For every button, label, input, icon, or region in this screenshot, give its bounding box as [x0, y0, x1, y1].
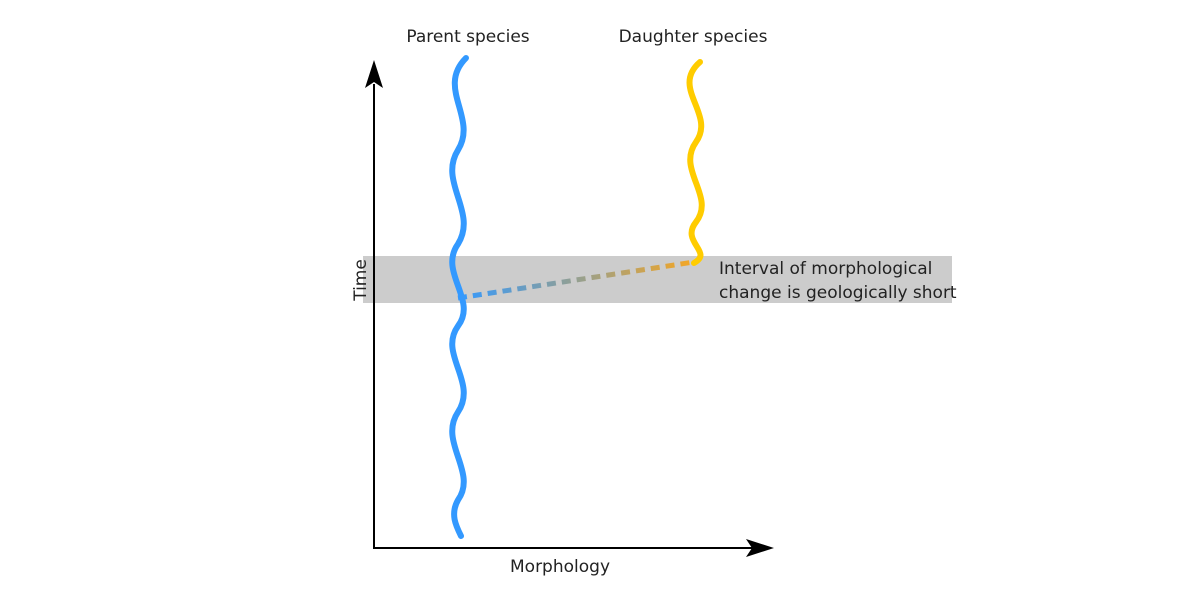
x-axis-label: Morphology [510, 557, 610, 577]
y-axis-label: Time [351, 259, 371, 302]
y-axis-arrowhead [365, 60, 383, 88]
daughter-species-label: Daughter species [619, 27, 768, 47]
interval-annotation-line2: change is geologically short [719, 283, 957, 303]
speciation-transition-line [457, 259, 695, 301]
x-axis-arrowhead [746, 539, 774, 557]
parent-species-lineage [449, 55, 469, 539]
axes [365, 60, 774, 557]
parent-species-label: Parent species [406, 27, 529, 47]
interval-annotation-line1: Interval of morphological [719, 259, 932, 279]
daughter-species-lineage [686, 59, 705, 266]
